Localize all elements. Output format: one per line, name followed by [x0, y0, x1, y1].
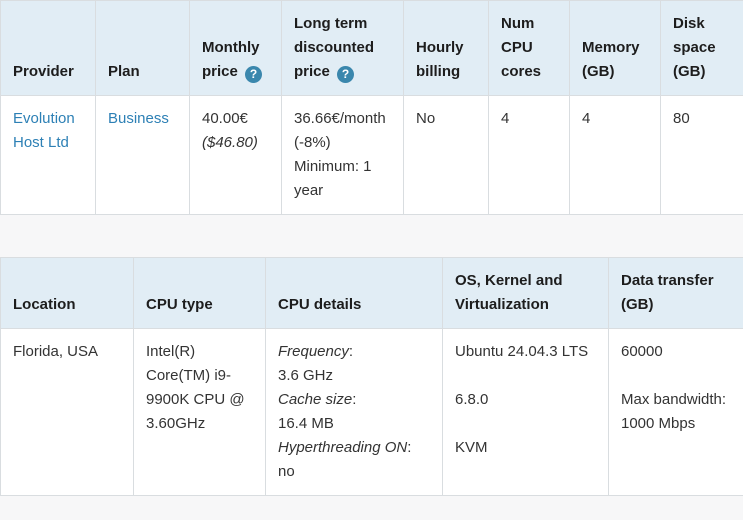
cpu-detail-frequency-value: 3.6 GHz [278, 367, 334, 384]
cell-provider: Evolution Host Ltd [0, 95, 96, 215]
max-bandwidth: Max bandwidth: 1000 Mbps [621, 391, 727, 432]
cpu-detail-cache-value: 16.4 MB [278, 415, 334, 432]
specs-table-header: Location CPU type CPU details OS, Kernel… [0, 257, 743, 329]
specs-header-row: Location CPU type CPU details OS, Kernel… [0, 257, 743, 329]
specs-table-row: Florida, USA Intel(R) Core(TM) i9-9900K … [0, 328, 743, 496]
os-name: Ubuntu 24.04.3 LTS [455, 343, 589, 360]
pricing-table: Provider Plan Monthly price ? Long term … [0, 0, 743, 215]
col-header-location: Location [0, 257, 134, 329]
page: Provider Plan Monthly price ? Long term … [0, 0, 743, 496]
col-header-num-cpu-cores: Num CPU cores [488, 0, 570, 96]
cell-location: Florida, USA [0, 328, 134, 496]
cell-cpu-details: Frequency: 3.6 GHz Cache size: 16.4 MB H… [265, 328, 443, 496]
cpu-detail-frequency-label: Frequency: [278, 343, 354, 360]
plan-link[interactable]: Business [108, 110, 169, 127]
pricing-table-row: Evolution Host Ltd Business 40.00€ ($46.… [0, 95, 743, 215]
cpu-detail-cache-label: Cache size: [278, 391, 357, 408]
col-header-monthly-price-label: Monthly price [202, 39, 260, 80]
pricing-header-row: Provider Plan Monthly price ? Long term … [0, 0, 743, 96]
col-header-data-transfer: Data transfer (GB) [608, 257, 743, 329]
col-header-memory: Memory (GB) [569, 0, 661, 96]
col-header-os-kernel-virtualization: OS, Kernel and Virtualization [442, 257, 609, 329]
col-header-disk-space: Disk space (GB) [660, 0, 743, 96]
cell-cpu-type: Intel(R) Core(TM) i9-9900K CPU @ 3.60GHz [133, 328, 266, 496]
cell-num-cpu-cores: 4 [488, 95, 570, 215]
col-header-hourly-billing-label: Hourly billing [416, 39, 464, 80]
cell-hourly-billing: No [403, 95, 489, 215]
cpu-detail-hyperthreading-value: no [278, 463, 295, 480]
cell-discounted-price: 36.66€/month (-8%) Minimum: 1 year [281, 95, 404, 215]
discount-minimum: Minimum: 1 year [294, 158, 372, 199]
cell-monthly-price: 40.00€ ($46.80) [189, 95, 282, 215]
cell-plan: Business [95, 95, 190, 215]
col-header-provider-label: Provider [13, 63, 74, 80]
help-icon[interactable]: ? [245, 66, 263, 83]
pricing-table-header: Provider Plan Monthly price ? Long term … [0, 0, 743, 96]
col-header-memory-label: Memory (GB) [582, 39, 640, 80]
col-header-discounted-price: Long term discounted price ? [281, 0, 404, 96]
virtualization-type: KVM [455, 439, 488, 456]
col-header-num-cpu-cores-label: Num CPU cores [501, 15, 542, 80]
cell-memory: 4 [569, 95, 661, 215]
col-header-cpu-type: CPU type [133, 257, 266, 329]
specs-table: Location CPU type CPU details OS, Kernel… [0, 257, 743, 496]
kernel-version: 6.8.0 [455, 391, 489, 408]
col-header-plan-label: Plan [108, 63, 140, 80]
col-header-hourly-billing: Hourly billing [403, 0, 489, 96]
col-header-plan: Plan [95, 0, 190, 96]
col-header-discounted-price-label: Long term discounted price [294, 15, 375, 80]
cell-disk-space: 80 [660, 95, 743, 215]
cell-data-transfer: 60000 Max bandwidth: 1000 Mbps [608, 328, 743, 496]
cpu-detail-hyperthreading-label: Hyperthreading ON: [278, 439, 412, 456]
cell-os-kernel-virtualization: Ubuntu 24.04.3 LTS 6.8.0 KVM [442, 328, 609, 496]
col-header-cpu-details: CPU details [265, 257, 443, 329]
col-header-provider: Provider [0, 0, 96, 96]
monthly-price-eur: 40.00€ [202, 110, 248, 127]
provider-link[interactable]: Evolution Host Ltd [13, 110, 75, 151]
help-icon[interactable]: ? [337, 66, 355, 83]
discounted-price-value: 36.66€/month (-8%) [294, 110, 386, 151]
data-transfer-value: 60000 [621, 343, 663, 360]
col-header-disk-space-label: Disk space (GB) [673, 15, 716, 80]
monthly-price-usd: ($46.80) [202, 134, 258, 151]
col-header-monthly-price: Monthly price ? [189, 0, 282, 96]
